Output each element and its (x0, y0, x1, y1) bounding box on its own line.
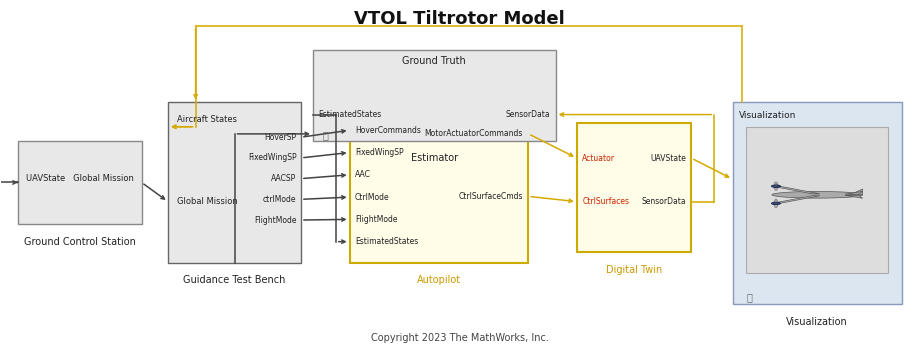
Ellipse shape (771, 202, 780, 205)
Bar (732, 102, 902, 304)
Text: ⧉: ⧉ (746, 292, 752, 302)
Text: Ground Truth: Ground Truth (403, 55, 466, 66)
Text: CtrlMode: CtrlMode (355, 193, 390, 201)
Text: FixedWingSP: FixedWingSP (248, 153, 297, 163)
Text: Digital Twin: Digital Twin (606, 265, 663, 274)
Text: HoverCommands: HoverCommands (355, 126, 421, 135)
Text: HoverSP: HoverSP (265, 133, 297, 142)
Ellipse shape (771, 185, 780, 187)
Text: Aircraft States: Aircraft States (177, 115, 237, 124)
Polygon shape (850, 189, 863, 195)
Text: EstimatedStates: EstimatedStates (318, 110, 381, 119)
Bar (349, 102, 528, 263)
Bar (168, 102, 301, 263)
Text: Global Mission: Global Mission (177, 197, 238, 206)
Polygon shape (845, 196, 863, 198)
Text: FlightMode: FlightMode (355, 215, 398, 224)
Text: UAVState   Global Mission: UAVState Global Mission (26, 174, 133, 183)
Ellipse shape (775, 203, 777, 204)
Text: VTOL Tiltrotor Model: VTOL Tiltrotor Model (354, 10, 565, 28)
Text: Actuator: Actuator (583, 154, 616, 163)
Bar (312, 50, 556, 141)
Text: Visualization: Visualization (739, 111, 797, 120)
Bar (746, 127, 889, 273)
Text: UAVState: UAVState (650, 154, 686, 163)
Text: FlightMode: FlightMode (254, 216, 297, 225)
Text: ⧉: ⧉ (322, 131, 328, 140)
Text: AACSP: AACSP (271, 174, 297, 183)
Polygon shape (845, 191, 863, 194)
Ellipse shape (772, 191, 863, 198)
Text: SensorData: SensorData (505, 110, 550, 119)
Text: CtrlSurfaces: CtrlSurfaces (583, 197, 630, 206)
Bar (577, 123, 691, 252)
Text: Guidance Test Bench: Guidance Test Bench (184, 275, 286, 285)
Polygon shape (772, 196, 820, 204)
Text: MotorActuatorCommands: MotorActuatorCommands (425, 129, 523, 138)
Text: Autopilot: Autopilot (417, 275, 461, 285)
Text: FixedWingSP: FixedWingSP (355, 148, 403, 157)
Ellipse shape (775, 186, 777, 187)
Text: Estimator: Estimator (411, 153, 458, 163)
Bar (17, 141, 142, 224)
Ellipse shape (774, 199, 778, 208)
Ellipse shape (774, 182, 778, 191)
Text: Copyright 2023 The MathWorks, Inc.: Copyright 2023 The MathWorks, Inc. (370, 333, 549, 343)
Text: ctrlMode: ctrlMode (263, 195, 297, 204)
Text: AAC: AAC (355, 170, 371, 179)
Text: Visualization: Visualization (787, 317, 848, 327)
Text: SensorData: SensorData (641, 197, 686, 206)
Text: Ground Control Station: Ground Control Station (24, 237, 136, 247)
Text: CtrlSurfaceCmds: CtrlSurfaceCmds (459, 192, 523, 201)
Polygon shape (772, 186, 820, 194)
Text: EstimatedStates: EstimatedStates (355, 237, 418, 246)
